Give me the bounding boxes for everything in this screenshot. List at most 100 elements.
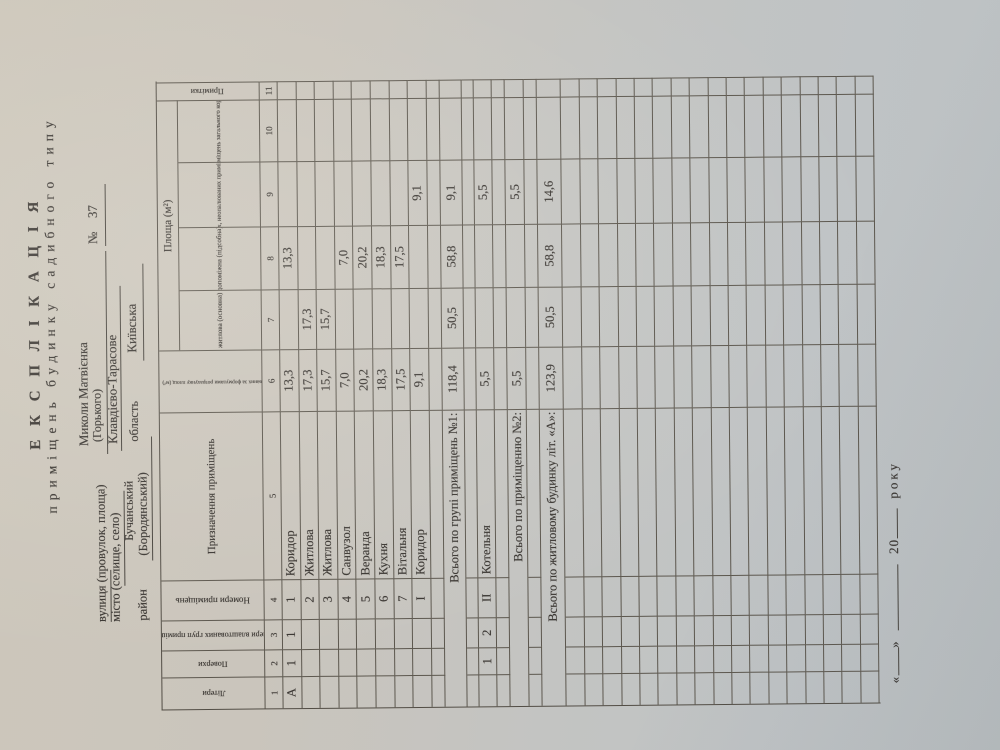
- table-cell: [836, 75, 856, 94]
- table-cell: [584, 576, 603, 617]
- table-cell: [461, 79, 474, 98]
- table-cell: [536, 78, 562, 97]
- table-cell: [278, 161, 298, 227]
- table-cell: [653, 157, 673, 223]
- table-cell: І: [412, 577, 432, 619]
- table-cell: [599, 223, 619, 287]
- table-cell: [657, 575, 677, 616]
- total-value: 9,1: [440, 159, 463, 225]
- table-cell: [690, 157, 710, 223]
- table-cell: [711, 406, 732, 576]
- table-cell: [529, 616, 543, 647]
- table-cell: [426, 79, 440, 98]
- table-cell: [708, 76, 727, 96]
- table-cell: [494, 347, 509, 410]
- table-cell: 9,1: [410, 347, 430, 411]
- header-cell-col8: допоміжна (підсобна): [178, 226, 262, 291]
- table-cell: [768, 614, 788, 645]
- date-month-blank: [886, 564, 899, 631]
- table-cell: [277, 99, 297, 162]
- table-cell: [745, 94, 765, 157]
- table-cell: [765, 284, 785, 345]
- column-number-4: 4: [264, 579, 283, 620]
- table-cell: [837, 93, 857, 156]
- total-value: 50,5: [538, 286, 564, 347]
- table-cell: [316, 225, 336, 289]
- column-number-11: 11: [259, 81, 278, 100]
- table-cell: [492, 97, 506, 160]
- table-cell: [618, 345, 638, 409]
- table-cell: [319, 618, 339, 649]
- table-cell: 3: [319, 578, 339, 619]
- table-cell: [351, 80, 371, 99]
- table-cell: [783, 284, 803, 345]
- table-cell: [710, 344, 730, 408]
- table-cell: [637, 407, 658, 576]
- table-cell: [692, 407, 713, 576]
- table-cell: [579, 78, 598, 97]
- table-cell: [842, 670, 862, 703]
- table-cell: [580, 158, 600, 224]
- table-cell: [561, 96, 581, 159]
- table-cell: [566, 616, 585, 647]
- table-cell: [616, 157, 636, 224]
- table-cell: [529, 646, 543, 674]
- table-cell: [585, 673, 604, 706]
- table-cell: [352, 160, 372, 226]
- table-cell: [621, 615, 641, 647]
- table-cell: [357, 675, 377, 708]
- table-cell: 4: [338, 578, 358, 619]
- table-cell: [579, 96, 599, 159]
- table-cell: [726, 94, 746, 157]
- table-cell: [372, 288, 392, 349]
- table-cell: [824, 670, 843, 704]
- table-cell: [431, 617, 445, 648]
- table-cell: [357, 618, 377, 649]
- table-cell: [413, 674, 433, 708]
- table-cell: [525, 286, 540, 347]
- table-cell: [426, 97, 441, 160]
- table-cell: [744, 76, 764, 95]
- column-number-3: 3: [264, 619, 284, 650]
- table-cell: [712, 574, 732, 616]
- table-cell: 6: [375, 578, 395, 619]
- table-cell: [861, 670, 880, 703]
- table-cell: [427, 224, 442, 288]
- table-cell: [652, 77, 672, 96]
- table-cell: Кухня: [373, 410, 394, 579]
- region-underline: [142, 263, 145, 361]
- table-cell: [297, 225, 317, 290]
- table-cell: [837, 155, 857, 221]
- table-cell: [279, 289, 299, 350]
- table-cell: [296, 160, 317, 227]
- table-cell: [787, 671, 807, 704]
- table-cell: [616, 95, 636, 159]
- table-cell: [709, 221, 729, 286]
- city-underline: [119, 285, 123, 451]
- table-cell: 15,7: [316, 288, 336, 349]
- table-cell: [839, 343, 859, 406]
- table-cell: [860, 643, 880, 671]
- table-cell: 17,5: [391, 348, 411, 411]
- table-cell: [727, 156, 747, 222]
- table-cell: [689, 95, 709, 158]
- table-cell: [526, 346, 541, 409]
- table-cell: [763, 94, 783, 157]
- table-cell: [634, 95, 654, 158]
- table-cell: [713, 671, 733, 705]
- table-cell: [805, 671, 825, 704]
- table-cell: [428, 347, 443, 410]
- table-cell: 18,3: [373, 348, 393, 411]
- header-cell-col10: площа приміщень загального користування: [177, 99, 261, 163]
- table-cell: Веранда: [355, 410, 376, 579]
- table-cell: [731, 614, 751, 645]
- table-cell: [338, 618, 358, 649]
- table-cell: [855, 75, 874, 94]
- table-cell: [842, 613, 861, 644]
- header-cell-3: Номери влаштованих груп приміщень: [161, 619, 266, 651]
- region-value: Київська: [123, 303, 140, 353]
- table-cell: [639, 575, 659, 616]
- table-cell: 5,5: [474, 159, 494, 225]
- table-cell: [635, 157, 655, 223]
